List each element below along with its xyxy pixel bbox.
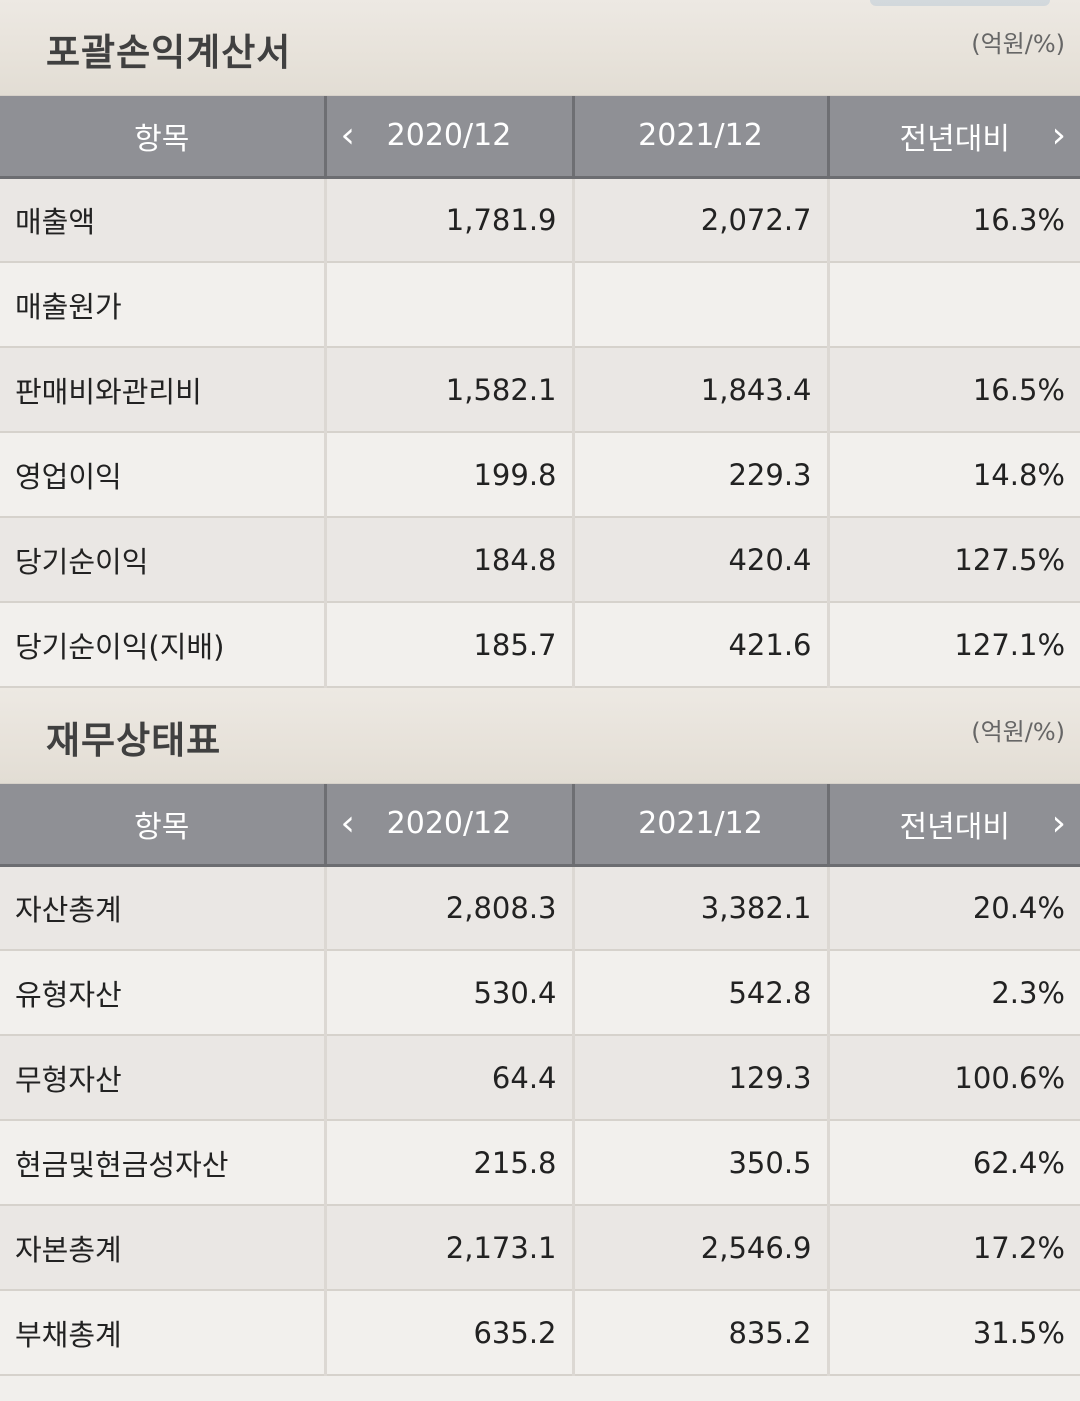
row-label: 매출액 bbox=[0, 177, 325, 263]
balance-header-col1-label: 2020/12 bbox=[386, 806, 512, 842]
balance-header-col1: ‹ 2020/12 bbox=[323, 784, 573, 867]
table-row: 판매비와관리비 1,582.1 1,843.4 16.5% bbox=[0, 347, 1080, 433]
row-label: 판매비와관리비 bbox=[0, 347, 325, 433]
income-section-header: 포괄손익계산서 (억원/%) bbox=[0, 0, 1080, 96]
value-2021: 2,072.7 bbox=[571, 177, 828, 263]
value-2021: 835.2 bbox=[571, 1290, 828, 1376]
chevron-right-icon[interactable]: › bbox=[1051, 114, 1066, 156]
value-2020: 199.8 bbox=[323, 432, 573, 518]
value-2021: 129.3 bbox=[571, 1035, 828, 1121]
row-label: 당기순이익(지배) bbox=[0, 602, 325, 688]
value-2020: 185.7 bbox=[323, 602, 573, 688]
value-2020: 184.8 bbox=[323, 517, 573, 603]
balance-header-col2-label: 2021/12 bbox=[638, 806, 763, 842]
row-label: 유형자산 bbox=[0, 950, 325, 1036]
chevron-left-icon[interactable]: ‹ bbox=[340, 802, 355, 844]
table-row: 당기순이익(지배) 185.7 421.6 127.1% bbox=[0, 602, 1080, 688]
value-yoy: 2.3% bbox=[826, 950, 1080, 1036]
income-header-row: 항목 ‹ 2020/12 2021/12 전년대비 › bbox=[0, 96, 1080, 179]
balance-unit-label: (억원/%) bbox=[971, 718, 1065, 746]
balance-header-item-label: 항목 bbox=[134, 809, 190, 845]
value-2021: 229.3 bbox=[571, 432, 828, 518]
income-table: 항목 ‹ 2020/12 2021/12 전년대비 › 매출액 1,781.9 2,07… bbox=[0, 96, 1080, 688]
table-row: 무형자산 64.4 129.3 100.6% bbox=[0, 1035, 1080, 1121]
value-2020: 215.8 bbox=[323, 1120, 573, 1206]
value-yoy: 100.6% bbox=[826, 1035, 1080, 1121]
value-yoy: 16.5% bbox=[826, 347, 1080, 433]
income-header-col1-label: 2020/12 bbox=[386, 118, 512, 154]
income-header-col1: ‹ 2020/12 bbox=[323, 96, 573, 179]
row-label: 영업이익 bbox=[0, 432, 325, 518]
row-label: 매출원가 bbox=[0, 262, 325, 348]
value-2021: 420.4 bbox=[571, 517, 828, 603]
value-yoy: 17.2% bbox=[826, 1205, 1080, 1291]
balance-header-col3-label: 전년대비 bbox=[899, 809, 1010, 845]
row-label: 당기순이익 bbox=[0, 517, 325, 603]
value-yoy: 127.5% bbox=[826, 517, 1080, 603]
income-section-title: 포괄손익계산서 bbox=[46, 31, 292, 74]
value-2020: 1,781.9 bbox=[323, 177, 573, 263]
table-row: 영업이익 199.8 229.3 14.8% bbox=[0, 432, 1080, 518]
value-2020: 2,173.1 bbox=[323, 1205, 573, 1291]
value-2021: 542.8 bbox=[571, 950, 828, 1036]
table-row: 부채총계 635.2 835.2 31.5% bbox=[0, 1290, 1080, 1376]
table-row: 유형자산 530.4 542.8 2.3% bbox=[0, 950, 1080, 1036]
value-yoy: 127.1% bbox=[826, 602, 1080, 688]
value-yoy: 14.8% bbox=[826, 432, 1080, 518]
value-yoy: 62.4% bbox=[826, 1120, 1080, 1206]
balance-header-col3: 전년대비 › bbox=[826, 784, 1080, 867]
income-header-item-label: 항목 bbox=[134, 121, 190, 157]
row-label: 자산총계 bbox=[0, 865, 325, 951]
value-yoy: 16.3% bbox=[826, 177, 1080, 263]
chevron-left-icon[interactable]: ‹ bbox=[340, 114, 355, 156]
value-2021 bbox=[571, 262, 828, 348]
balance-header-item: 항목 bbox=[0, 784, 325, 867]
value-yoy bbox=[826, 262, 1080, 348]
balance-table: 항목 ‹ 2020/12 2021/12 전년대비 › 자산총계 2,808.3 3,3… bbox=[0, 784, 1080, 1376]
income-header-item: 항목 bbox=[0, 96, 325, 179]
table-row: 매출액 1,781.9 2,072.7 16.3% bbox=[0, 177, 1080, 263]
table-row: 자본총계 2,173.1 2,546.9 17.2% bbox=[0, 1205, 1080, 1291]
value-2021: 421.6 bbox=[571, 602, 828, 688]
chevron-right-icon[interactable]: › bbox=[1051, 802, 1066, 844]
income-header-col2-label: 2021/12 bbox=[638, 118, 763, 154]
balance-section-title: 재무상태표 bbox=[46, 719, 222, 762]
row-label: 부채총계 bbox=[0, 1290, 325, 1376]
value-2021: 3,382.1 bbox=[571, 865, 828, 951]
table-row: 현금및현금성자산 215.8 350.5 62.4% bbox=[0, 1120, 1080, 1206]
value-2020: 1,582.1 bbox=[323, 347, 573, 433]
balance-header-row: 항목 ‹ 2020/12 2021/12 전년대비 › bbox=[0, 784, 1080, 867]
row-label: 자본총계 bbox=[0, 1205, 325, 1291]
row-label: 무형자산 bbox=[0, 1035, 325, 1121]
value-2020: 530.4 bbox=[323, 950, 573, 1036]
value-2021: 350.5 bbox=[571, 1120, 828, 1206]
income-unit-label: (억원/%) bbox=[971, 30, 1065, 58]
income-header-col3-label: 전년대비 bbox=[899, 121, 1010, 157]
header-accent bbox=[870, 0, 1050, 6]
value-2020 bbox=[323, 262, 573, 348]
balance-section-header: 재무상태표 (억원/%) bbox=[0, 688, 1080, 784]
balance-header-col2: 2021/12 bbox=[571, 784, 828, 867]
table-row: 자산총계 2,808.3 3,382.1 20.4% bbox=[0, 865, 1080, 951]
value-yoy: 20.4% bbox=[826, 865, 1080, 951]
value-2021: 1,843.4 bbox=[571, 347, 828, 433]
value-2020: 635.2 bbox=[323, 1290, 573, 1376]
table-row: 매출원가 bbox=[0, 262, 1080, 348]
value-2020: 2,808.3 bbox=[323, 865, 573, 951]
value-2020: 64.4 bbox=[323, 1035, 573, 1121]
value-yoy: 31.5% bbox=[826, 1290, 1080, 1376]
income-header-col2: 2021/12 bbox=[571, 96, 828, 179]
table-row: 당기순이익 184.8 420.4 127.5% bbox=[0, 517, 1080, 603]
value-2021: 2,546.9 bbox=[571, 1205, 828, 1291]
row-label: 현금및현금성자산 bbox=[0, 1120, 325, 1206]
income-header-col3: 전년대비 › bbox=[826, 96, 1080, 179]
